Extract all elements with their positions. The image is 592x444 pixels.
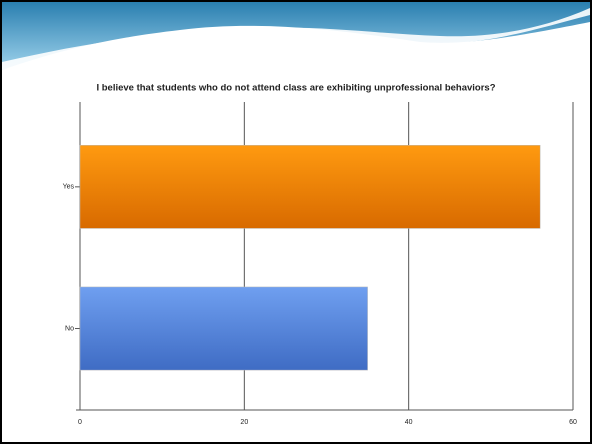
- x-tick-label: 40: [405, 419, 413, 426]
- header-wave: [2, 2, 590, 70]
- bar: [79, 286, 368, 371]
- x-tick-label: 60: [569, 419, 577, 426]
- chart-title: I believe that students who do not atten…: [96, 83, 495, 94]
- header-swoosh: [2, 8, 590, 70]
- y-tick-label: No: [65, 325, 74, 332]
- x-tick-label: 0: [78, 419, 82, 426]
- y-tick-label: Yes: [63, 184, 75, 191]
- x-tick-label: 20: [240, 419, 248, 426]
- bar: [79, 145, 541, 229]
